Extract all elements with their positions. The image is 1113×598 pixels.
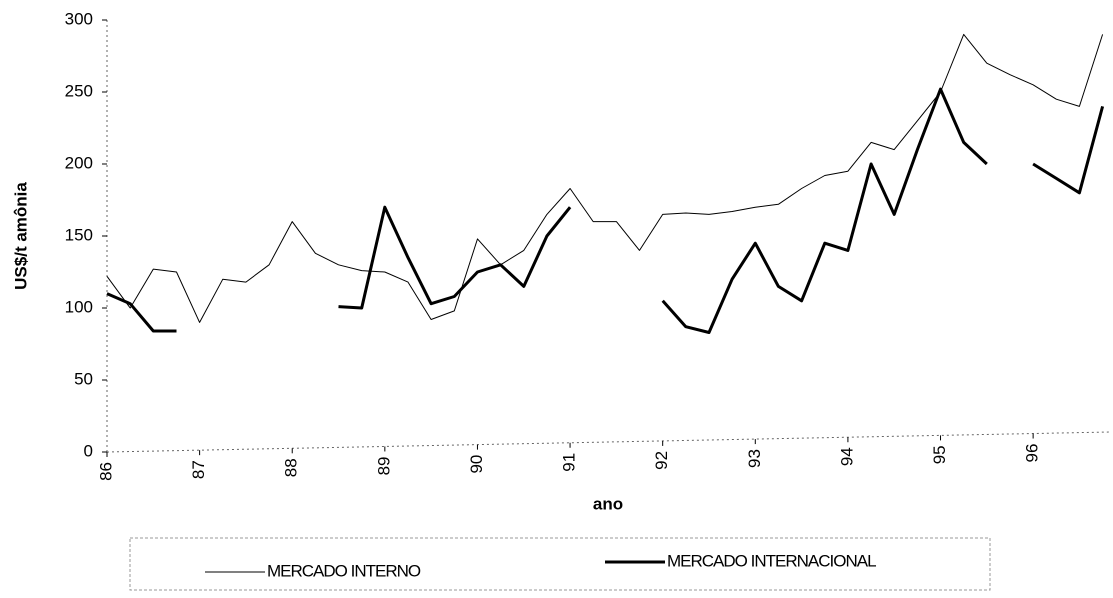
x-tick-label: 91: [560, 453, 579, 472]
y-tick-label: 0: [84, 441, 93, 460]
x-tick-label: 95: [930, 445, 949, 464]
x-tick-label: 87: [189, 460, 208, 479]
legend-label: MERCADO INTERNACIONAL: [667, 551, 876, 570]
legend-box: [129, 537, 991, 591]
x-axis-label: ano: [593, 494, 623, 513]
data-line: [106, 33, 1104, 323]
y-tick-label: 200: [65, 153, 93, 172]
x-tick-label: 94: [837, 447, 856, 466]
y-axis-label: US$/t amônia: [11, 182, 30, 290]
x-tick-label: 89: [374, 456, 393, 475]
y-tick-label: 250: [65, 81, 93, 100]
y-tick-label: 100: [65, 297, 93, 316]
data-line: [106, 87, 1105, 334]
legend-label: MERCADO INTERNO: [267, 561, 421, 580]
x-tick-label: 93: [745, 449, 764, 468]
y-tick-label: 50: [74, 369, 93, 388]
x-tick-label: 88: [282, 458, 301, 477]
x-tick-label: 90: [467, 455, 486, 474]
x-tick-label: 92: [652, 451, 671, 470]
x-axis: [106, 431, 1111, 453]
y-tick-label: 300: [65, 9, 93, 28]
y-tick-label: 150: [65, 225, 93, 244]
x-tick-label: 86: [96, 462, 115, 481]
x-tick-label: 96: [1023, 444, 1042, 463]
